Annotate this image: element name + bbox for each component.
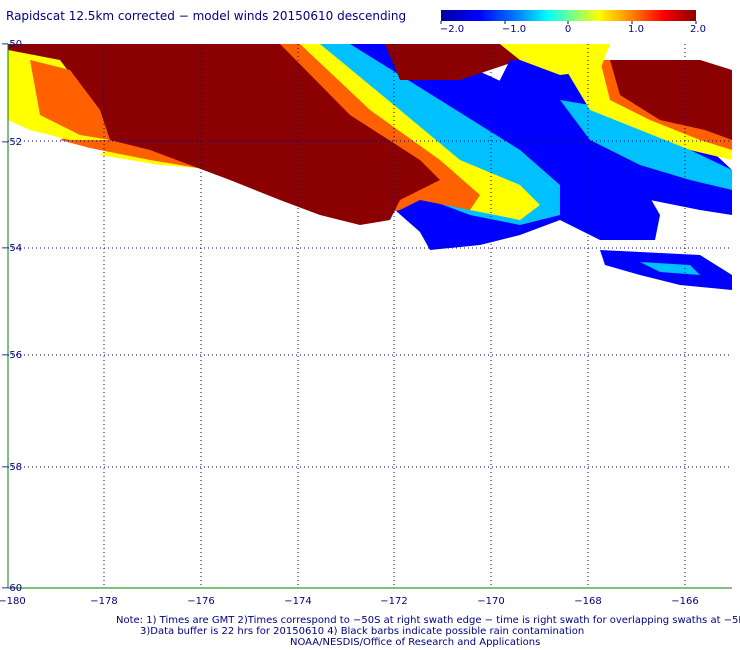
graticule — [8, 44, 732, 588]
footer-note-2: 3)Data buffer is 22 hrs for 20150610 4) … — [140, 626, 585, 637]
lon-tick-label: −172 — [380, 596, 407, 607]
lat-tick-label: −54 — [1, 243, 22, 254]
map-frame — [7, 44, 732, 589]
lon-tick-label: −180 — [0, 596, 26, 607]
colorbar — [441, 10, 696, 21]
lat-tick-label: −58 — [1, 462, 22, 473]
colorbar-label: 1.0 — [628, 24, 644, 35]
lon-tick-label: −168 — [574, 596, 601, 607]
lon-tick-label: −178 — [90, 596, 117, 607]
page-title: Rapidscat 12.5km corrected − model winds… — [6, 9, 407, 23]
lat-tick-label: −50 — [1, 39, 22, 50]
footer-note-1: Note: 1) Times are GMT 2)Times correspon… — [116, 615, 740, 626]
colorbar-label: −1.0 — [502, 24, 526, 35]
lat-tick-label: −56 — [1, 350, 22, 361]
lon-tick-label: −166 — [671, 596, 698, 607]
lon-tick-label: −174 — [284, 596, 311, 607]
colorbar-label: −2.0 — [440, 24, 464, 35]
colorbar-label: 2.0 — [690, 24, 706, 35]
colorbar-ticks — [440, 21, 697, 24]
lon-tick-label: −176 — [187, 596, 214, 607]
colorbar-label: 0 — [565, 24, 571, 35]
lat-tick-label: −60 — [1, 583, 22, 594]
lat-tick-label: −52 — [1, 137, 22, 148]
footer-credit: NOAA/NESDIS/Office of Research and Appli… — [290, 637, 541, 648]
lon-tick-label: −170 — [477, 596, 504, 607]
wind-difference-field — [8, 44, 732, 290]
